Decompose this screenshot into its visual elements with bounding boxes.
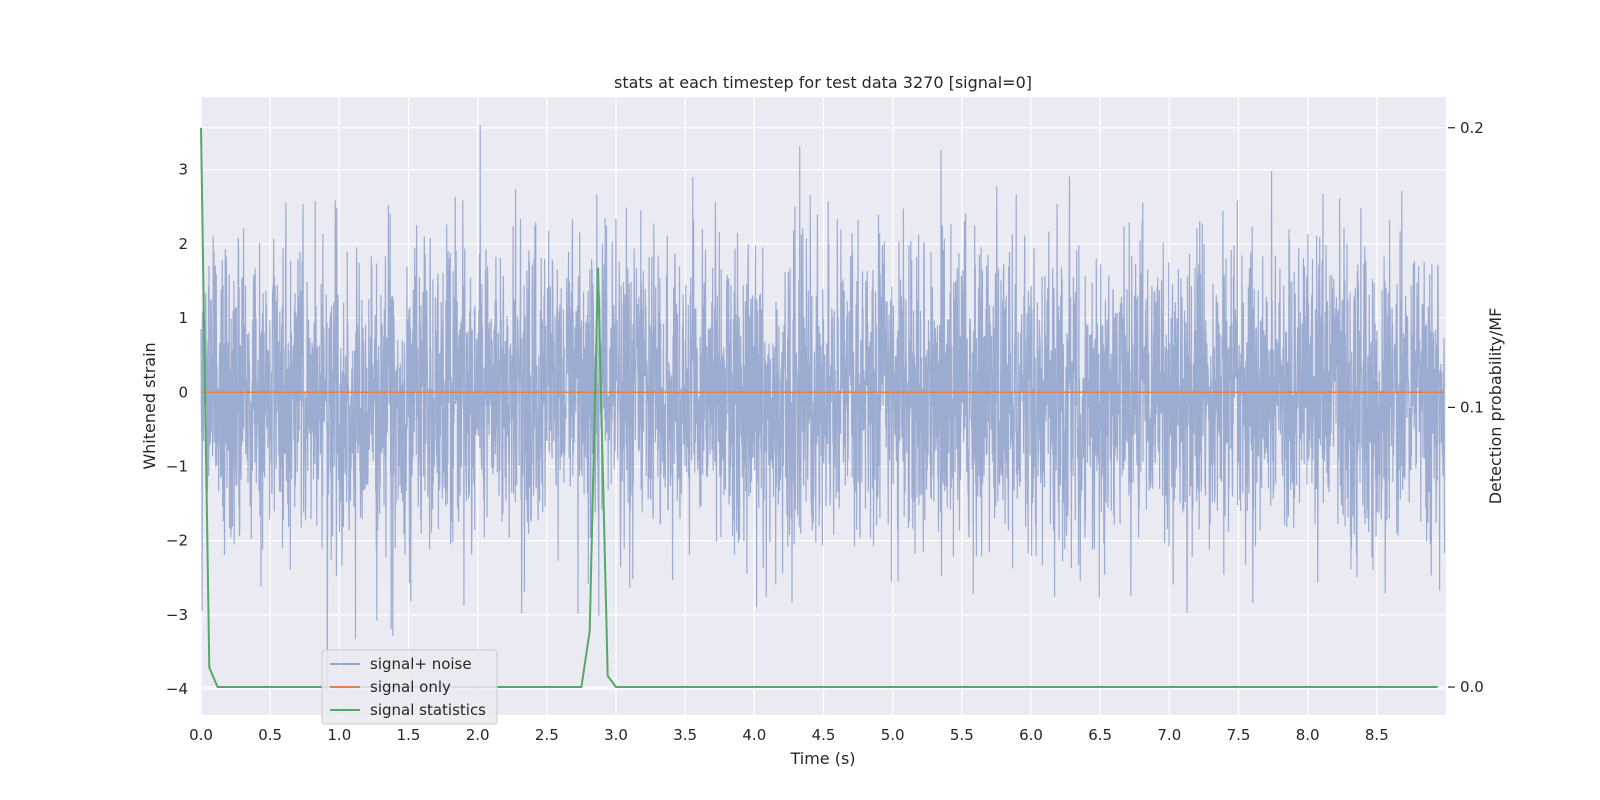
x-tick-label: 5.0 [881,726,905,744]
x-tick-labels: 0.0 0.5 1.0 1.5 2.0 2.5 3.0 3.5 4.0 4.5 5.0 5.5 6.0 6… [189,726,1389,744]
legend-label-signal-noise: signal+ noise [370,655,472,673]
x-tick-label: 5.5 [950,726,974,744]
series-signal-noise-line [200,125,1446,690]
left-y-tick-label: 0 [178,383,188,401]
legend-label-signal-only: signal only [370,678,451,696]
left-y-tick-labels: 3 2 1 0 −1 −2 −3 −4 [166,161,188,698]
right-y-axis-label: Detection probability/MF [1486,308,1505,505]
x-tick-label: 2.5 [535,726,559,744]
legend-box [321,649,498,725]
left-y-tick-label: 1 [178,309,188,327]
x-tick-label: 6.5 [1088,726,1112,744]
right-y-tick-label: 0.2 [1460,119,1484,137]
x-tick-label: 4.0 [742,726,766,744]
left-y-tick-label: 3 [178,161,188,179]
left-y-tick-label: −2 [166,532,188,550]
series-layer [200,125,1446,690]
x-tick-label: 0.5 [258,726,282,744]
x-tick-label: 0.0 [189,726,213,744]
x-tick-label: 7.0 [1157,726,1181,744]
x-tick-label: 1.0 [327,726,351,744]
x-tick-label: 4.5 [812,726,836,744]
x-tick-label: 2.0 [466,726,490,744]
x-tick-label: 6.0 [1019,726,1043,744]
right-y-tick-label: 0.1 [1460,398,1484,416]
right-y-tick-labels: 0.2 0.1 0.0 [1448,119,1484,696]
x-tick-label: 3.0 [604,726,628,744]
x-tick-label: 7.5 [1227,726,1251,744]
x-tick-label: 1.5 [397,726,421,744]
left-y-tick-label: −4 [166,680,188,698]
legend: signal+ noise signal only signal statist… [321,649,498,725]
left-y-tick-label: −3 [166,606,188,624]
series-signal-statistics-line [200,127,1438,688]
x-axis-label: Time (s) [789,749,855,768]
x-tick-label: 8.0 [1296,726,1320,744]
right-y-tick-label: 0.0 [1460,678,1484,696]
x-tick-label: 3.5 [673,726,697,744]
chart-title: stats at each timestep for test data 327… [614,73,1032,92]
legend-label-signal-statistics: signal statistics [370,701,486,719]
left-y-tick-label: −1 [166,457,188,475]
x-tick-label: 8.5 [1365,726,1389,744]
left-y-axis-label: Whitened strain [140,342,159,469]
left-y-tick-label: 2 [178,235,188,253]
